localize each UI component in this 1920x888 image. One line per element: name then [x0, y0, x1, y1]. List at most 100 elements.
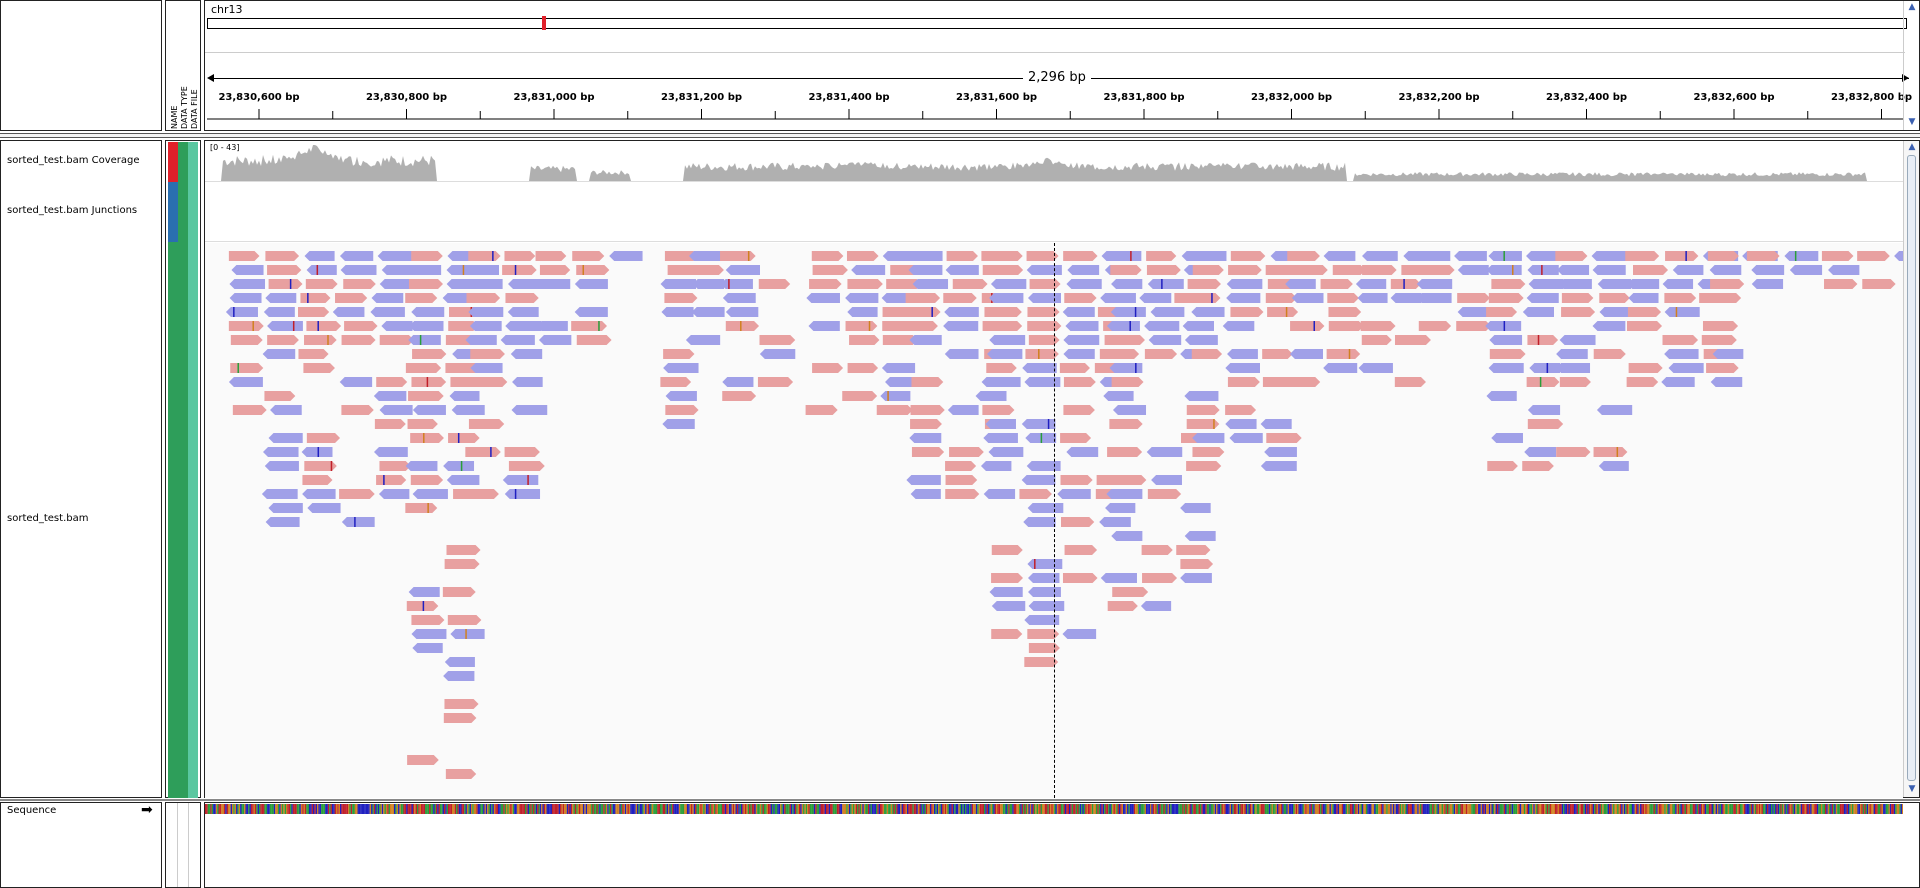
aligned-read[interactable]: [1108, 251, 1142, 261]
aligned-read[interactable]: [1457, 293, 1491, 303]
aligned-read[interactable]: [845, 321, 878, 331]
aligned-read[interactable]: [725, 307, 759, 317]
aligned-read[interactable]: [300, 293, 331, 303]
aligned-read[interactable]: [1062, 573, 1098, 583]
aligned-read[interactable]: [812, 363, 844, 373]
aligned-read[interactable]: [576, 335, 612, 345]
aligned-read[interactable]: [1556, 447, 1591, 457]
aligned-read[interactable]: [267, 321, 303, 331]
aligned-read[interactable]: [1105, 503, 1136, 513]
aligned-read[interactable]: [574, 279, 608, 289]
aligned-read[interactable]: [1559, 377, 1591, 387]
aligned-read[interactable]: [991, 545, 1023, 555]
aligned-read[interactable]: [301, 447, 333, 457]
aligned-read[interactable]: [465, 489, 499, 499]
aligned-read[interactable]: [1288, 377, 1321, 387]
aligned-read[interactable]: [1059, 363, 1090, 373]
aligned-read[interactable]: [298, 349, 329, 359]
aligned-read[interactable]: [1527, 419, 1564, 429]
aligned-read[interactable]: [846, 251, 879, 261]
alignment-attr-file[interactable]: [188, 242, 198, 798]
aligned-read[interactable]: [335, 293, 368, 303]
aligned-read[interactable]: [980, 461, 1012, 471]
aligned-read[interactable]: [1227, 377, 1260, 387]
aligned-read[interactable]: [691, 307, 725, 317]
aligned-read[interactable]: [445, 363, 481, 373]
aligned-read[interactable]: [408, 279, 444, 289]
aligned-read[interactable]: [985, 419, 1016, 429]
aligned-read[interactable]: [991, 601, 1026, 611]
aligned-read[interactable]: [504, 447, 540, 457]
aligned-read[interactable]: [303, 363, 335, 373]
aligned-read[interactable]: [906, 251, 943, 261]
aligned-read[interactable]: [1028, 573, 1060, 583]
aligned-read[interactable]: [1180, 573, 1212, 583]
aligned-read[interactable]: [1066, 447, 1099, 457]
aligned-read[interactable]: [945, 461, 977, 471]
aligned-read[interactable]: [1526, 293, 1559, 303]
aligned-read[interactable]: [1260, 461, 1297, 471]
aligned-read[interactable]: [1360, 321, 1396, 331]
aligned-read[interactable]: [692, 279, 725, 289]
aligned-read[interactable]: [228, 377, 263, 387]
aligned-read[interactable]: [302, 489, 336, 499]
aligned-read[interactable]: [845, 293, 879, 303]
junction-attr-file[interactable]: [188, 182, 198, 242]
aligned-read[interactable]: [265, 293, 297, 303]
aligned-read[interactable]: [1067, 265, 1100, 275]
aligned-read[interactable]: [905, 293, 941, 303]
aligned-read[interactable]: [945, 475, 978, 485]
aligned-read[interactable]: [665, 405, 699, 415]
aligned-read[interactable]: [411, 307, 445, 317]
aligned-read[interactable]: [1024, 615, 1060, 625]
aligned-read[interactable]: [339, 251, 374, 261]
aligned-read[interactable]: [405, 461, 438, 471]
aligned-read[interactable]: [466, 265, 499, 275]
aligned-read[interactable]: [1593, 447, 1628, 457]
aligned-read[interactable]: [468, 307, 504, 317]
aligned-read[interactable]: [302, 475, 333, 485]
coverage-attr-type[interactable]: [178, 142, 188, 182]
aligned-read[interactable]: [1266, 433, 1302, 443]
aligned-read[interactable]: [1751, 279, 1784, 289]
aligned-read[interactable]: [882, 307, 914, 317]
aligned-read[interactable]: [341, 335, 376, 345]
aligned-read[interactable]: [1328, 307, 1362, 317]
aligned-read[interactable]: [379, 335, 414, 345]
aligned-read[interactable]: [1706, 363, 1739, 373]
aligned-read[interactable]: [381, 321, 413, 331]
aligned-read[interactable]: [1026, 461, 1061, 471]
aligned-read[interactable]: [408, 587, 440, 597]
junction-attr-type[interactable]: [178, 182, 188, 242]
aligned-read[interactable]: [886, 279, 922, 289]
aligned-read[interactable]: [989, 293, 1024, 303]
aligned-read[interactable]: [975, 391, 1007, 401]
aligned-read[interactable]: [991, 573, 1024, 583]
aligned-read[interactable]: [1063, 251, 1098, 261]
aligned-read[interactable]: [1702, 321, 1739, 331]
aligned-read[interactable]: [1894, 251, 1903, 261]
aligned-read[interactable]: [465, 447, 501, 457]
aligned-read[interactable]: [1707, 251, 1739, 261]
aligned-read[interactable]: [1110, 307, 1146, 317]
aligned-read[interactable]: [1556, 363, 1591, 373]
aligned-read[interactable]: [1664, 293, 1697, 303]
alignment-attr-type[interactable]: [178, 242, 188, 798]
aligned-read[interactable]: [268, 279, 303, 289]
aligned-read[interactable]: [1112, 405, 1147, 415]
aligned-read[interactable]: [1598, 461, 1629, 471]
aligned-read[interactable]: [448, 321, 479, 331]
aligned-read[interactable]: [1191, 349, 1223, 359]
aligned-read[interactable]: [1457, 307, 1490, 317]
aligned-read[interactable]: [505, 293, 539, 303]
coverage-area[interactable]: [205, 145, 1903, 181]
aligned-read[interactable]: [1485, 321, 1522, 331]
aligned-read[interactable]: [1099, 517, 1131, 527]
aligned-read[interactable]: [343, 279, 376, 289]
aligned-read[interactable]: [1559, 335, 1596, 345]
aligned-read[interactable]: [304, 335, 337, 345]
aligned-read[interactable]: [688, 251, 725, 261]
aligned-read[interactable]: [910, 489, 941, 499]
aligned-read[interactable]: [307, 503, 341, 513]
aligned-read[interactable]: [265, 517, 300, 527]
